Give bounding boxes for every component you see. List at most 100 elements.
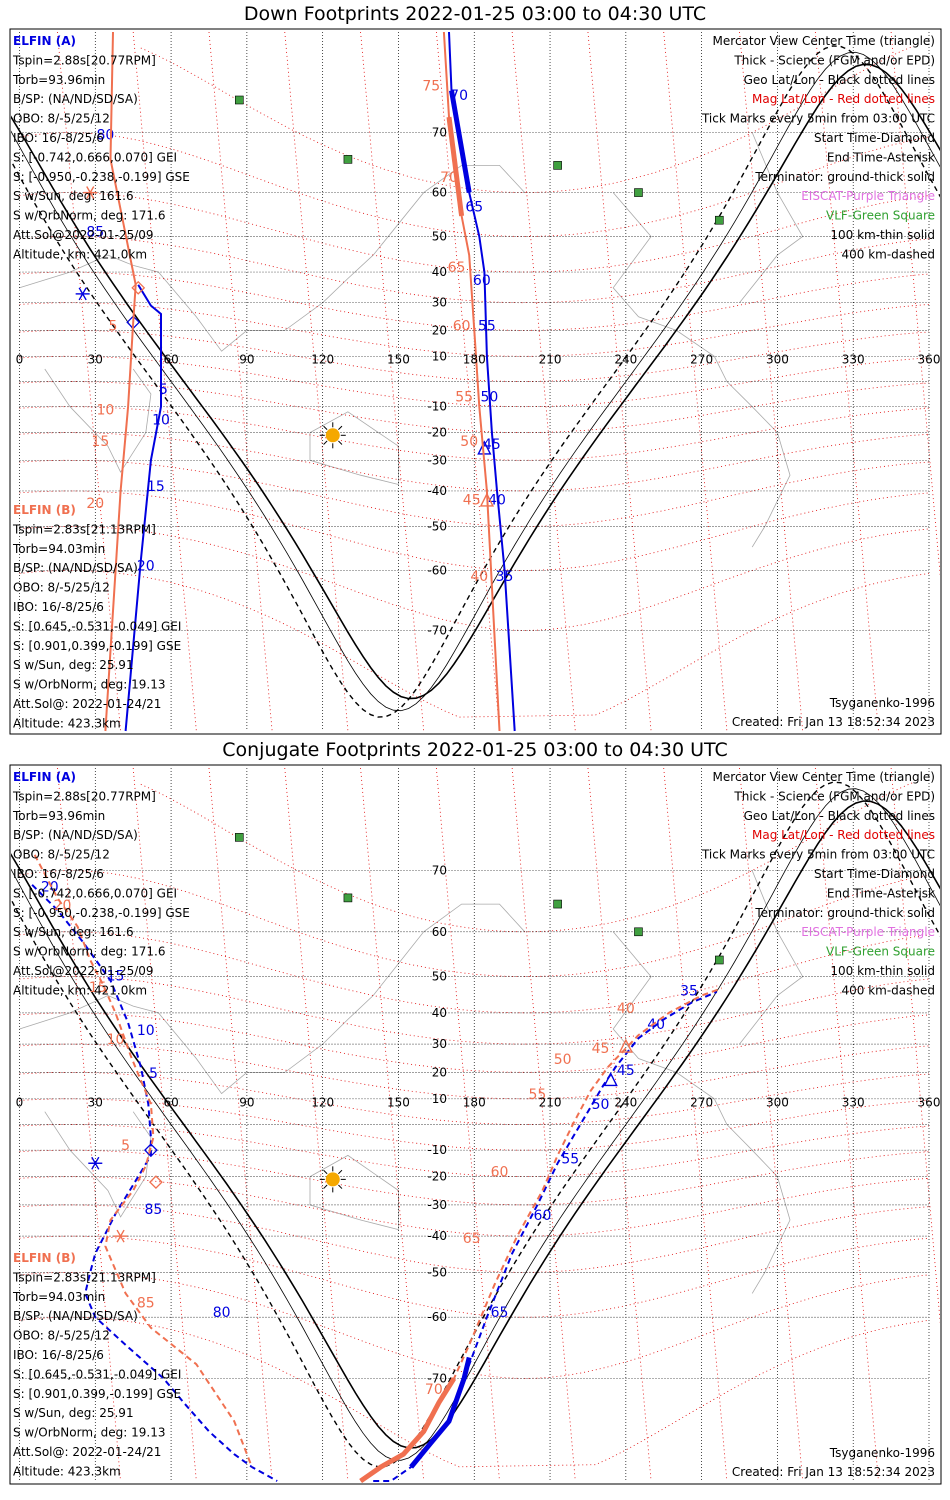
elfin-a-info: OBO: 8/-5/25/12 [13,848,110,862]
y-tick-label: -60 [427,1310,447,1324]
elfin-b-info: S w/OrbNorm, deg: 19.13 [13,678,165,692]
time-tick-label: 5 [109,318,118,334]
mag-latitude-line [19,490,930,571]
elfin-b-info: Tspin=2.83s[21.13RPM] [12,1270,156,1284]
elfin-a-info: Tspin=2.88s[20.77RPM] [12,53,156,67]
legend-entry: Tick Marks every 5min from 03:00 UTC [701,112,935,126]
time-tick-label: 20 [137,558,155,574]
x-tick-label: 210 [539,1096,562,1110]
geo-grid [19,32,930,731]
y-tick-label: -40 [427,484,447,498]
legend-entry: Mercator View Center Time (triangle) [713,770,935,784]
start-diamond [143,1143,158,1158]
series-elfin-b: 5 10 15 20 40 45 50 55 60 65 70 75 [83,31,501,732]
mag-latitude-line [19,976,930,1045]
legend-entry: Geo Lat/Lon - Black dotted lines [744,809,935,823]
x-tick-label: 150 [387,353,410,367]
x-tick-label: 90 [239,1096,254,1110]
time-tick-label: 40 [470,569,488,585]
x-tick-label: 270 [690,353,713,367]
y-tick-label: 30 [432,1037,447,1051]
x-tick-label: 30 [88,353,103,367]
sun-ray [338,1169,343,1175]
time-tick-label: 50 [460,434,478,450]
legend-entry: 400 km-dashed [841,983,935,997]
sun-ray [338,425,343,430]
time-tick-label: 50 [554,1052,572,1068]
x-tick-label: 120 [311,353,334,367]
x-tick-label: 330 [842,353,865,367]
time-tick-label: 45 [463,492,481,508]
y-tick-label: 50 [432,230,447,244]
time-tick-label: 20 [86,496,104,512]
x-tick-label: 300 [766,353,789,367]
elfin-a-info: S w/Sun, deg: 161.6 [13,189,134,203]
elfin-a-info: B/SP: (NA/ND/SD/SA) [13,828,138,842]
panel-down: 5101520354045505560657080855101520404550… [9,28,942,735]
time-tick-label: 15 [91,434,109,450]
sun-ray [323,425,328,430]
mag-grid [19,31,940,732]
x-tick-label: 270 [690,1096,713,1110]
legend-entry: Terminator: ground-thick solid [754,170,935,184]
mag-longitude-line [360,31,425,732]
x-tick-label: 180 [463,1096,486,1110]
vlf-station-square [553,899,562,909]
time-tick-label: 50 [480,390,498,406]
x-tick-label: 360 [918,353,941,367]
center-triangle [603,1071,618,1087]
time-tick-label: 10 [107,1032,125,1048]
time-tick-label: 35 [496,569,514,585]
elfin-a-label: ELFIN (A) [13,770,76,784]
elfin-a-info: S w/Sun, deg: 161.6 [13,925,134,939]
elfin-a-info: IBO: 16/-8/25/6 [13,131,104,145]
time-tick-label: 15 [107,969,125,985]
elfin-b-info: B/SP: (NA/ND/SD/SA) [13,561,138,575]
x-tick-label: 360 [918,1096,941,1110]
coastline [309,411,399,486]
elfin-a-info: S: [-0.950,-0.238,-0.199] GSE [13,906,190,920]
mag-latitude-line [19,1043,930,1100]
x-tick-label: 240 [614,1096,637,1110]
time-tick-label: 40 [647,1017,665,1033]
footprint-track [124,284,162,732]
sun-ray [323,1184,328,1189]
elfin-a-info: Att.Sol@2022-01-25/09 [13,964,154,978]
elfin-b-info: IBO: 16/-8/25/6 [13,1348,104,1362]
mag-longitude-line [208,31,273,732]
footprint-track [104,31,137,732]
panel-conjugate: 20 15 10 5 85 80 35 40 45 50 55 60 65 20 15 10 5 85 40 45 50… [9,764,942,1485]
x-tick-label: 240 [614,353,637,367]
panel-title-conjugate: Conjugate Footprints 2022-01-25 03:00 to… [222,739,728,761]
elfin-b-info: Att.Sol@: 2022-01-24/21 [13,697,161,711]
y-tick-label: -70 [427,623,447,637]
mag-longitude-line [132,767,197,1482]
mag-latitude-line [19,570,930,718]
time-tick-label: 70 [440,170,458,186]
vlf-station-square [553,161,562,170]
sun-disc [325,1172,340,1187]
x-tick-label: 120 [311,1096,334,1110]
elfin-a-info: Altitude, km: 421.0km [13,247,147,261]
mag-longitude-line [56,767,121,1482]
legend-entry: Mag Lat/Lon - Red dotted lines [752,92,935,106]
y-tick-label: -70 [427,1371,447,1385]
science-segment [449,90,472,194]
y-tick-label: 20 [432,323,447,337]
y-tick-label: 60 [432,925,447,939]
mag-longitude-line [132,31,197,732]
geo-grid [19,768,930,1481]
time-tick-label: 65 [465,199,483,215]
end-asterisk [116,1229,125,1243]
time-tick-label: 10 [152,413,170,429]
vlf-station-square [343,155,353,164]
map-area: 20 15 10 5 85 80 35 40 45 50 55 60 65 20 15 10 5 85 40 45 50… [11,767,940,1483]
time-tick-label: 35 [680,984,698,1000]
elfin-b-info: S w/Sun, deg: 25.91 [13,658,134,672]
legend-entry: Thick - Science (FGM and/or EPD) [733,789,935,803]
time-tick-label: 5 [121,1138,130,1154]
terminator-400km [11,781,940,1468]
y-tick-label: 70 [432,864,447,878]
mag-longitude-line [511,31,576,732]
x-tick-label: 60 [163,353,178,367]
